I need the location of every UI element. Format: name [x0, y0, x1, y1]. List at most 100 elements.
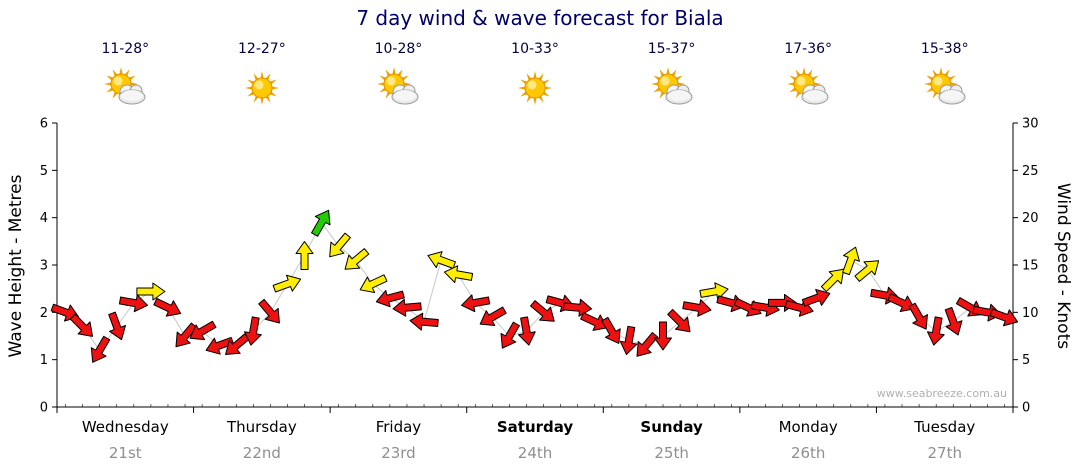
right-axis-tick-label: 15: [1022, 259, 1039, 274]
right-axis-tick-label: 20: [1022, 211, 1039, 226]
wind-arrow: [926, 316, 945, 346]
left-axis-tick-label: 4: [40, 211, 48, 226]
left-axis-tick-label: 6: [40, 117, 48, 132]
wind-arrow: [244, 316, 262, 346]
wind-arrow: [820, 268, 845, 293]
temperature-range: 12-27°: [238, 41, 286, 57]
wind-arrow: [359, 274, 388, 293]
day-date: 26th: [790, 444, 826, 462]
day-name: Monday: [778, 418, 838, 436]
day-name: Tuesday: [914, 418, 976, 436]
wind-arrow: [272, 274, 302, 293]
wind-arrow: [461, 294, 491, 313]
left-axis-tick-label: 3: [40, 259, 48, 274]
wind-arrow: [108, 311, 126, 341]
wind-arrow: [175, 322, 198, 348]
right-axis-tick-label: 25: [1022, 164, 1039, 179]
right-axis-tick-label: 30: [1022, 117, 1039, 132]
day-temp-sunday: 15-37°: [603, 38, 740, 57]
day-name: Friday: [375, 418, 422, 436]
wind-arrow: [118, 294, 149, 313]
left-axis-tick-label: 1: [40, 353, 48, 368]
wind-arrow: [601, 316, 621, 344]
wind-arrow: [69, 313, 93, 337]
sun-icon: [194, 64, 331, 112]
wind-arrow: [392, 298, 422, 317]
wind-arrow: [801, 288, 831, 307]
wind-arrow: [90, 335, 111, 363]
temperature-range: 15-38°: [920, 41, 969, 57]
sun-cloud-icon: [740, 64, 877, 112]
wind-arrow: [225, 333, 250, 355]
wind-arrow: [530, 300, 555, 322]
wind-arrow: [189, 320, 217, 341]
page-title: 7 day wind & wave forecast for Biala: [356, 6, 724, 30]
right-axis-tick-label: 0: [1022, 401, 1030, 416]
left-axis-label: Wave Height - Metres: [6, 174, 26, 358]
left-axis-tick-label: 2: [40, 306, 48, 321]
day-temp-tuesday: 15-38°: [876, 38, 1013, 57]
day-temp-monday: 17-36°: [740, 38, 877, 57]
sun-icon: [467, 64, 604, 112]
day-date: 22nd: [242, 444, 281, 462]
wind-arrow: [443, 265, 474, 284]
temperature-range: 17-36°: [784, 41, 833, 57]
right-axis-label: Wind Speed - Knots: [1053, 182, 1073, 350]
wind-arrow: [295, 241, 314, 270]
wind-arrow: [329, 232, 351, 258]
wind-arrow: [842, 246, 860, 276]
weather-icon-row: [57, 60, 1013, 116]
day-name: Thursday: [226, 418, 297, 436]
wind-arrow: [699, 282, 729, 301]
wind-arrow: [887, 293, 916, 312]
sun-cloud-icon: [876, 64, 1013, 112]
temperature-range: 10-33°: [511, 41, 559, 57]
wind-arrow: [427, 251, 456, 269]
wind-arrow: [136, 282, 166, 301]
wind-arrow: [311, 209, 331, 237]
wind-arrow: [908, 302, 928, 330]
day-date: 21st: [108, 444, 142, 462]
sun-cloud-icon: [603, 64, 740, 112]
wind-arrow: [667, 308, 691, 333]
wind-arrow: [375, 289, 405, 308]
temperature-range: 10-28°: [374, 41, 423, 57]
wind-arrow: [479, 306, 507, 326]
wind-arrow: [989, 308, 1019, 327]
wind-arrow: [517, 316, 536, 346]
wind-arrow: [682, 299, 712, 317]
wind-arrow: [636, 332, 659, 357]
day-temp-saturday: 10-33°: [467, 38, 604, 57]
day-name: Saturday: [496, 418, 574, 436]
day-temp-friday: 10-28°: [330, 38, 467, 57]
sun-cloud-icon: [57, 64, 194, 112]
day-date-row: 21st 22nd 23rd 24th 25th 26th 27th: [57, 443, 1013, 462]
day-name: Wednesday: [81, 418, 169, 436]
left-axis-tick-label: 0: [40, 401, 48, 416]
temperature-range: 11-28°: [101, 41, 150, 57]
wind-arrow: [409, 312, 439, 331]
wind-arrow: [580, 312, 608, 331]
day-temp-thursday: 12-27°: [194, 38, 331, 57]
wind-arrow: [153, 298, 182, 317]
day-date: 24th: [517, 444, 553, 462]
right-axis-tick-label: 10: [1022, 306, 1039, 321]
sun-cloud-icon: [330, 64, 467, 112]
day-name: Sunday: [640, 418, 703, 436]
wind-arrow: [944, 306, 963, 336]
day-date: 25th: [654, 444, 689, 462]
left-axis-tick-label: 5: [40, 164, 48, 179]
wind-arrow: [500, 321, 520, 349]
day-date: 27th: [927, 444, 962, 462]
day-date: 23rd: [381, 444, 416, 462]
day-name-row: Wednesday Thursday Friday Saturday Sunda…: [57, 417, 1013, 436]
temperature-row: 11-28° 12-27° 10-28° 10-33° 15-37° 17-36…: [57, 38, 1013, 57]
temperature-range: 15-37°: [647, 41, 696, 57]
wind-arrow: [654, 321, 672, 351]
right-axis-tick-label: 5: [1022, 353, 1030, 368]
wind-arrow: [344, 248, 370, 270]
wind-arrow: [205, 336, 235, 355]
wind-arrow: [854, 260, 880, 282]
